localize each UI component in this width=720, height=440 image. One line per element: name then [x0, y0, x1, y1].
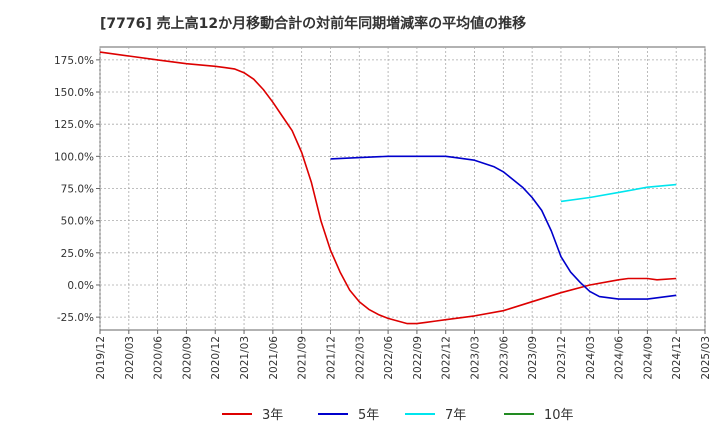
x-tick-label: 2022/12 [441, 336, 453, 380]
x-tick-label: 2020/06 [153, 336, 165, 380]
y-tick-label: 150.0% [54, 87, 94, 99]
legend-label: 10年 [544, 408, 574, 423]
y-tick-label: 100.0% [54, 151, 94, 163]
y-tick-label: 175.0% [54, 55, 94, 67]
legend-label: 5年 [358, 408, 379, 423]
x-axis-ticks: 2019/12 2020/03 2020/06 2020/09 2020/12 2021/… [95, 330, 712, 380]
legend-label: 7年 [445, 408, 466, 423]
x-tick-label: 2020/09 [181, 336, 193, 380]
series-line [99, 51, 677, 325]
x-tick-label: 2022/06 [383, 336, 395, 380]
x-tick-label: 2023/03 [470, 336, 482, 380]
y-tick-label: 125.0% [54, 119, 94, 131]
plot-area [99, 46, 706, 331]
y-tick-label: 0.0% [67, 280, 94, 292]
x-tick-label: 2021/09 [297, 336, 309, 380]
series-line [560, 183, 677, 203]
legend-label: 3年 [262, 408, 283, 423]
x-tick-label: 2022/03 [354, 336, 366, 380]
y-tick-label: -25.0% [57, 312, 94, 324]
y-tick-label: 25.0% [61, 248, 94, 260]
legend: 3年 5年 7年 10年 [222, 408, 574, 423]
x-tick-label: 2024/12 [671, 336, 683, 380]
x-tick-label: 2023/06 [498, 336, 510, 380]
series-layer [99, 51, 677, 325]
y-axis-ticks: -25.0% 0.0% 25.0% 50.0% 75.0% 100.0% 125.0% 150… [54, 55, 100, 324]
y-tick-label: 75.0% [61, 184, 94, 196]
y-tick-label: 50.0% [61, 216, 94, 228]
x-tick-label: 2021/12 [325, 336, 337, 380]
x-tick-label: 2025/03 [700, 336, 712, 380]
x-tick-label: 2024/09 [642, 336, 654, 380]
chart-title: [7776] 売上高12か月移動合計の対前年同期増減率の平均値の推移 [100, 16, 527, 32]
x-tick-label: 2024/03 [585, 336, 597, 380]
x-tick-label: 2021/03 [239, 336, 251, 380]
x-tick-label: 2022/09 [412, 336, 424, 380]
x-tick-label: 2023/09 [527, 336, 539, 380]
x-tick-label: 2020/12 [210, 336, 222, 380]
x-tick-label: 2019/12 [95, 336, 107, 380]
x-tick-label: 2023/12 [556, 336, 568, 380]
grid-layer [99, 47, 706, 330]
series-line [330, 155, 677, 300]
x-tick-label: 2020/03 [124, 336, 136, 380]
x-tick-label: 2021/06 [268, 336, 280, 380]
x-tick-label: 2024/06 [614, 336, 626, 380]
